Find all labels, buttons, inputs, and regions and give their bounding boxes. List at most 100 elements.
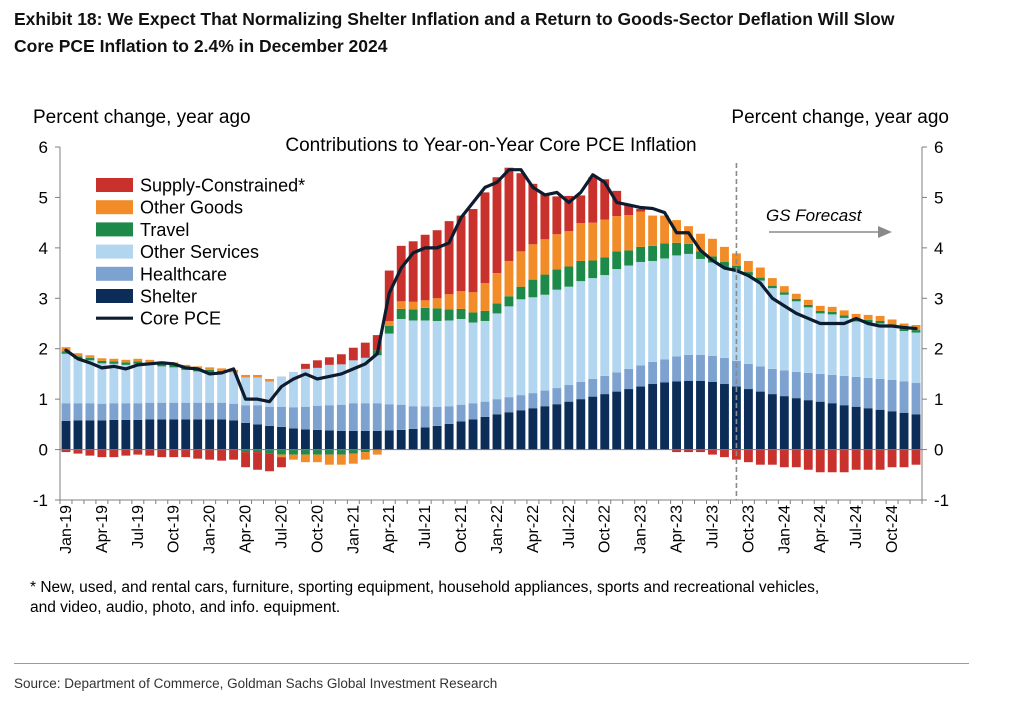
bar-other_goods-feb-21	[360, 452, 370, 460]
bar-travel-feb-24	[791, 298, 801, 302]
bar-healthcare-jan-19	[61, 403, 71, 421]
x-tick-label: Jan-20	[202, 505, 219, 554]
bar-shelter-sep-19	[157, 419, 167, 450]
x-tick-label: Oct-19	[166, 505, 183, 553]
bar-supply-may-21	[396, 245, 406, 302]
bar-supply-jun-22	[552, 196, 562, 235]
bar-travel-jun-21	[408, 309, 418, 321]
bar-other_services-oct-19	[169, 367, 179, 403]
bar-travel-jan-19	[61, 351, 71, 354]
bar-shelter-aug-24	[863, 408, 873, 450]
bar-other_services-nov-21	[468, 322, 478, 404]
bar-other_services-oct-23	[743, 275, 753, 364]
bar-other_goods-dec-21	[480, 283, 490, 311]
bar-travel-dec-21	[480, 310, 490, 321]
bar-shelter-may-21	[396, 429, 406, 450]
exhibit-title-line-2: Core PCE Inflation to 2.4% in December 2…	[14, 36, 388, 56]
bar-shelter-may-20	[253, 424, 262, 450]
bar-healthcare-feb-23	[648, 361, 658, 385]
bar-shelter-nov-22	[612, 391, 622, 450]
bar-healthcare-oct-24	[887, 379, 897, 412]
x-tick-label: Apr-24	[812, 505, 829, 553]
bar-supply-aug-24	[863, 449, 873, 470]
bar-other_services-jul-24	[851, 321, 861, 377]
bar-other_services-apr-20	[241, 377, 250, 406]
y-axis-label-left: Percent change, year ago	[33, 107, 251, 128]
bar-travel-jul-19	[133, 361, 143, 364]
bar-other_goods-dec-22	[624, 215, 634, 251]
bar-other_services-mar-19	[85, 360, 95, 404]
bar-travel-feb-21	[360, 449, 370, 453]
bar-healthcare-dec-19	[193, 402, 203, 420]
bar-travel-oct-20	[312, 449, 322, 455]
bar-healthcare-oct-20	[312, 405, 322, 430]
bar-other_goods-may-24	[827, 306, 837, 312]
bar-other_services-jan-24	[779, 294, 789, 371]
bar-other_goods-jul-23	[708, 238, 717, 257]
legend-swatch-other_services	[96, 244, 133, 259]
bar-shelter-apr-22	[528, 408, 538, 450]
bar-healthcare-apr-21	[384, 404, 394, 431]
bar-healthcare-jan-21	[348, 403, 358, 431]
bar-shelter-mar-21	[372, 430, 382, 450]
bar-supply-nov-24	[899, 449, 909, 468]
bar-shelter-mar-22	[516, 410, 526, 450]
bar-other_services-may-22	[540, 294, 550, 391]
bar-healthcare-jul-23	[708, 355, 717, 382]
x-tick-label: Jul-20	[273, 505, 290, 549]
x-tick-label: Jul-21	[417, 505, 434, 549]
bar-supply-sep-24	[875, 449, 885, 470]
y-tick-label-left: 6	[39, 138, 48, 157]
bar-supply-jun-21	[408, 241, 418, 302]
bar-travel-mar-19	[85, 357, 95, 361]
bar-healthcare-mar-21	[372, 403, 382, 431]
y-tick-label-right: 6	[934, 138, 943, 157]
bar-supply-dec-23	[767, 449, 777, 465]
legend-label-other_goods: Other Goods	[140, 198, 243, 218]
bar-supply-jun-23	[696, 449, 705, 453]
bar-shelter-mar-19	[85, 420, 95, 450]
bar-travel-may-24	[827, 311, 837, 315]
bar-travel-sep-24	[875, 320, 885, 324]
bar-other_services-aug-20	[289, 371, 298, 408]
bar-supply-nov-20	[324, 357, 334, 365]
bar-travel-jan-24	[779, 292, 789, 295]
bar-healthcare-nov-23	[755, 366, 765, 392]
bar-travel-apr-24	[815, 310, 825, 314]
bar-shelter-feb-23	[648, 384, 658, 450]
bar-shelter-nov-20	[324, 430, 334, 450]
x-tick-label: Jan-22	[489, 505, 506, 554]
bar-other_services-oct-21	[456, 318, 466, 405]
bar-healthcare-apr-20	[241, 405, 250, 423]
bar-travel-may-22	[540, 274, 550, 295]
bar-healthcare-apr-24	[815, 373, 825, 402]
bar-travel-nov-24	[899, 328, 909, 332]
bar-travel-may-19	[109, 361, 119, 364]
x-tick-label: Jul-23	[704, 505, 721, 549]
forecast-label: GS Forecast	[766, 206, 863, 225]
bar-travel-jan-21	[348, 449, 358, 454]
bar-travel-jan-22	[492, 303, 502, 314]
bar-other_services-may-23	[684, 253, 693, 355]
bar-other_services-jun-24	[839, 317, 849, 376]
bar-shelter-feb-20	[217, 419, 227, 450]
bar-other_goods-oct-23	[743, 260, 753, 273]
bar-other_services-mar-24	[803, 307, 813, 373]
bar-shelter-jan-19	[61, 420, 71, 450]
bar-other_goods-mar-21	[372, 449, 382, 455]
bar-shelter-nov-24	[899, 412, 909, 450]
bar-shelter-jan-21	[348, 430, 358, 450]
bar-healthcare-jun-19	[121, 403, 131, 420]
chart-axes: -1 -1 0 0 1 1 2 2 3 3 4 4 5 5 6 6 Jan-19 Apr-19 Jul-19 Oct-…	[33, 138, 949, 554]
bar-other_services-jun-21	[408, 320, 418, 407]
bar-other_goods-jan-23	[636, 211, 646, 247]
bar-supply-nov-21	[468, 209, 478, 293]
bar-other_goods-may-22	[540, 239, 550, 275]
bar-shelter-mar-20	[229, 420, 239, 450]
bar-supply-mar-21	[372, 335, 382, 351]
x-tick-label: Jul-24	[848, 505, 865, 549]
legend-label-core_pce: Core PCE	[140, 309, 221, 329]
y-tick-label-right: 5	[934, 188, 943, 207]
bar-other_services-feb-20	[217, 372, 227, 403]
bar-shelter-jan-24	[779, 396, 789, 450]
